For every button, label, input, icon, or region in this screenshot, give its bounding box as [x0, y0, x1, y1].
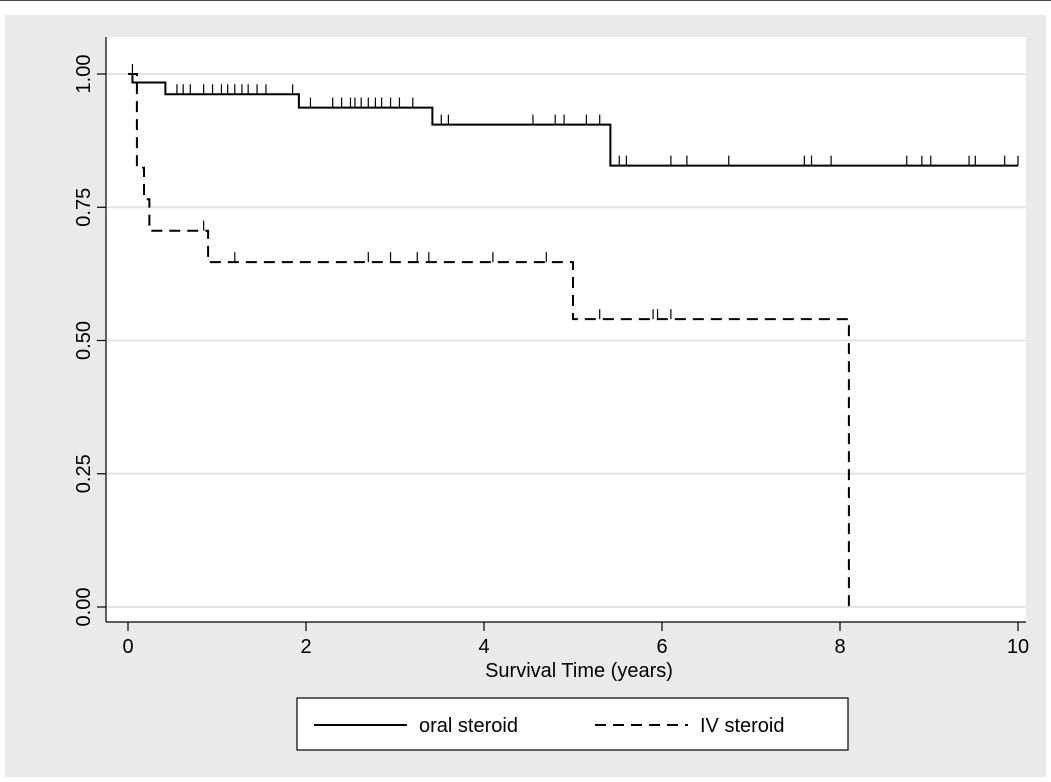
grid-lines [106, 73, 1026, 608]
x-tick-label-3: 6 [656, 636, 667, 658]
legend: oral steroid IV steroid [296, 697, 849, 751]
km-chart-svg: 0.00 0.25 0.50 0.75 1.00 0 2 4 6 8 10 Survival Tim… [73, 37, 1029, 751]
series-layer [128, 64, 1019, 607]
legend-label-iv-steroid: IV steroid [700, 715, 784, 737]
km-curve-iv-steroid [128, 73, 850, 607]
y-tick-label-0: 0.00 [73, 588, 95, 627]
y-tick-label-4: 1.00 [73, 55, 95, 94]
y-tick-label-1: 0.25 [73, 454, 95, 493]
legend-label-oral-steroid: oral steroid [419, 715, 518, 737]
x-axis-title: Survival Time (years) [485, 660, 673, 682]
top-border-line [0, 0, 1051, 1]
x-tick-label-0: 0 [122, 636, 133, 658]
y-tick-label-2: 0.50 [73, 321, 95, 360]
km-curve-oral-steroid [128, 73, 1018, 167]
plot-area [106, 37, 1026, 622]
x-tick-label-1: 2 [300, 636, 311, 658]
x-tick-label-5: 10 [1007, 636, 1029, 658]
chart-figure: 0.00 0.25 0.50 0.75 1.00 0 2 4 6 8 10 Survival Tim… [5, 15, 1046, 777]
x-tick-label-2: 4 [478, 636, 489, 658]
y-tick-label-3: 0.75 [73, 188, 95, 227]
axes: 0.00 0.25 0.50 0.75 1.00 0 2 4 6 8 10 [73, 37, 1029, 658]
x-tick-label-4: 8 [834, 636, 845, 658]
